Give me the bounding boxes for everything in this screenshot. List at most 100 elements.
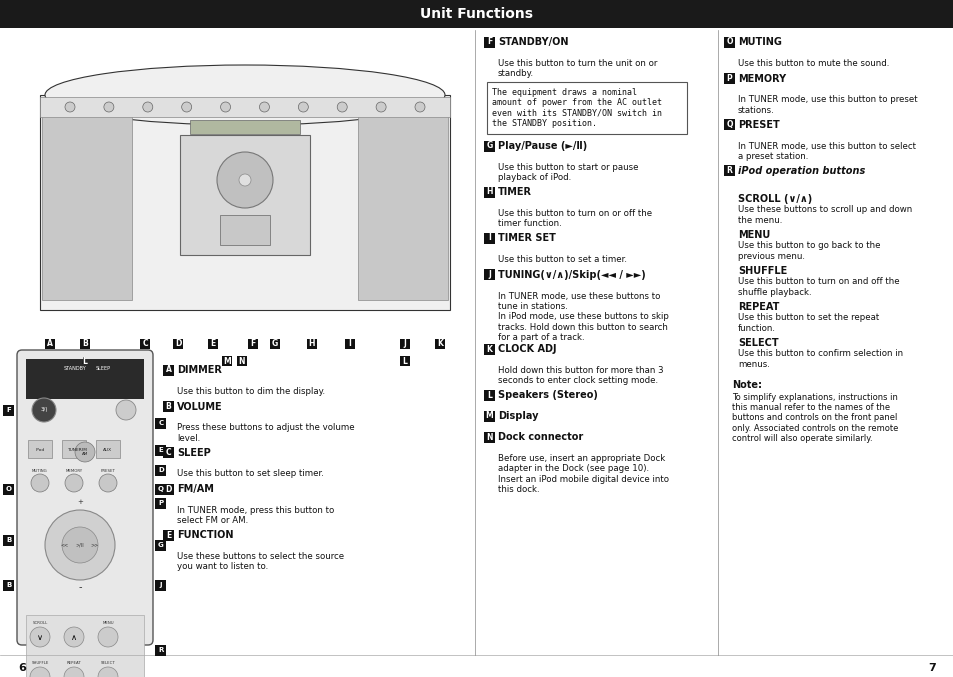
Circle shape — [30, 667, 50, 677]
Text: TUNER: TUNER — [67, 448, 81, 452]
Text: In TUNER mode, press this button to
select FM or AM.: In TUNER mode, press this button to sele… — [177, 506, 334, 525]
Bar — [723, 73, 734, 84]
Bar — [483, 232, 495, 244]
Text: SLEEP: SLEEP — [95, 366, 111, 372]
Text: SHUFFLE: SHUFFLE — [31, 661, 49, 665]
Text: B: B — [7, 582, 11, 588]
Text: H: H — [486, 188, 493, 196]
Text: VOLUME: VOLUME — [177, 401, 222, 412]
Text: iPod operation buttons: iPod operation buttons — [738, 165, 864, 175]
Text: C: C — [166, 448, 172, 457]
Bar — [163, 401, 173, 412]
Text: STANDBY/ON: STANDBY/ON — [497, 37, 568, 47]
Text: <<: << — [61, 542, 69, 548]
Text: Use these buttons to scroll up and down
the menu.: Use these buttons to scroll up and down … — [738, 206, 911, 225]
Circle shape — [65, 102, 75, 112]
Text: E: E — [211, 339, 215, 349]
Text: B: B — [82, 339, 88, 349]
Bar — [236, 356, 247, 366]
Text: Dock connector: Dock connector — [497, 432, 582, 442]
Text: 3/): 3/) — [40, 408, 48, 412]
Text: A: A — [166, 366, 172, 374]
Bar — [155, 498, 167, 508]
Bar — [0, 0, 953, 28]
Text: Use this button to turn on and off the
shuffle playback.: Use this button to turn on and off the s… — [738, 278, 899, 297]
Text: Before use, insert an appropriate Dock
adapter in the Dock (see page 10).
Insert: Before use, insert an appropriate Dock a… — [497, 454, 668, 494]
Text: TUNING(∨/∧)/Skip(◄◄ / ►►): TUNING(∨/∧)/Skip(◄◄ / ►►) — [497, 269, 645, 280]
Bar — [4, 404, 14, 416]
Text: Unit Functions: Unit Functions — [420, 7, 533, 21]
Circle shape — [104, 102, 113, 112]
Text: Note:: Note: — [731, 380, 761, 389]
Text: PRESET: PRESET — [738, 120, 779, 129]
Bar — [357, 115, 448, 300]
Text: MENU: MENU — [738, 230, 769, 240]
Text: I: I — [488, 234, 491, 242]
Text: R: R — [158, 647, 164, 653]
Bar — [483, 389, 495, 401]
Bar — [248, 339, 257, 349]
Text: F: F — [7, 407, 11, 413]
Ellipse shape — [45, 65, 444, 125]
Text: H: H — [309, 339, 314, 349]
Text: CLOCK ADJ: CLOCK ADJ — [497, 344, 556, 354]
Bar — [155, 483, 167, 494]
Text: TIMER: TIMER — [497, 187, 532, 197]
Text: G: G — [272, 339, 278, 349]
Circle shape — [30, 627, 50, 647]
Text: F: F — [250, 339, 255, 349]
Text: K: K — [486, 345, 492, 353]
Text: MEMORY: MEMORY — [738, 74, 785, 83]
Bar — [307, 339, 316, 349]
Text: Use this button to confirm selection in
menus.: Use this button to confirm selection in … — [738, 349, 902, 369]
Text: SHUFFLE: SHUFFLE — [738, 265, 786, 276]
Text: MUTING: MUTING — [32, 469, 48, 473]
Text: D: D — [158, 467, 164, 473]
Circle shape — [298, 102, 308, 112]
Bar — [163, 447, 173, 458]
Text: R: R — [726, 166, 732, 175]
Bar — [723, 165, 734, 176]
Bar — [155, 445, 167, 456]
Text: N: N — [238, 357, 245, 366]
Bar — [399, 356, 410, 366]
Bar — [483, 343, 495, 355]
Text: To simplify explanations, instructions in
this manual refer to the names of the
: To simplify explanations, instructions i… — [731, 393, 898, 443]
Circle shape — [415, 102, 424, 112]
Text: Q: Q — [158, 486, 164, 492]
Text: A: A — [47, 339, 52, 349]
Text: Use this button to start or pause
playback of iPod.: Use this button to start or pause playba… — [497, 163, 638, 182]
Bar — [45, 339, 55, 349]
Bar — [270, 339, 280, 349]
Text: 6: 6 — [18, 663, 26, 673]
Text: STANDBY: STANDBY — [64, 366, 87, 372]
Bar — [163, 364, 173, 376]
Text: 7: 7 — [927, 663, 935, 673]
Bar — [0, 655, 953, 677]
Text: DIMMER: DIMMER — [177, 365, 222, 375]
Text: >/II: >/II — [75, 542, 84, 548]
Circle shape — [64, 627, 84, 647]
Text: C: C — [158, 420, 163, 426]
Bar — [723, 37, 734, 47]
Bar — [155, 418, 167, 429]
Bar — [483, 186, 495, 198]
Text: E: E — [158, 447, 163, 453]
Bar — [345, 339, 355, 349]
Text: In TUNER mode, use these buttons to
tune in stations.
In iPod mode, use these bu: In TUNER mode, use these buttons to tune… — [497, 292, 668, 342]
Circle shape — [99, 474, 117, 492]
Bar — [62, 440, 86, 458]
Text: +: + — [77, 499, 83, 505]
Text: The equipment draws a nominal
amount of power from the AC outlet
even with its S: The equipment draws a nominal amount of … — [492, 88, 661, 128]
Text: SCROLL: SCROLL — [32, 621, 48, 625]
Text: G: G — [158, 542, 164, 548]
Circle shape — [98, 627, 118, 647]
Circle shape — [181, 102, 192, 112]
Text: SELECT: SELECT — [100, 661, 115, 665]
Text: Display: Display — [497, 411, 537, 421]
Circle shape — [116, 400, 136, 420]
Text: D: D — [165, 485, 172, 494]
Text: J: J — [159, 582, 162, 588]
Text: Use this button to set the repeat
function.: Use this button to set the repeat functi… — [738, 313, 879, 333]
Bar — [399, 339, 410, 349]
